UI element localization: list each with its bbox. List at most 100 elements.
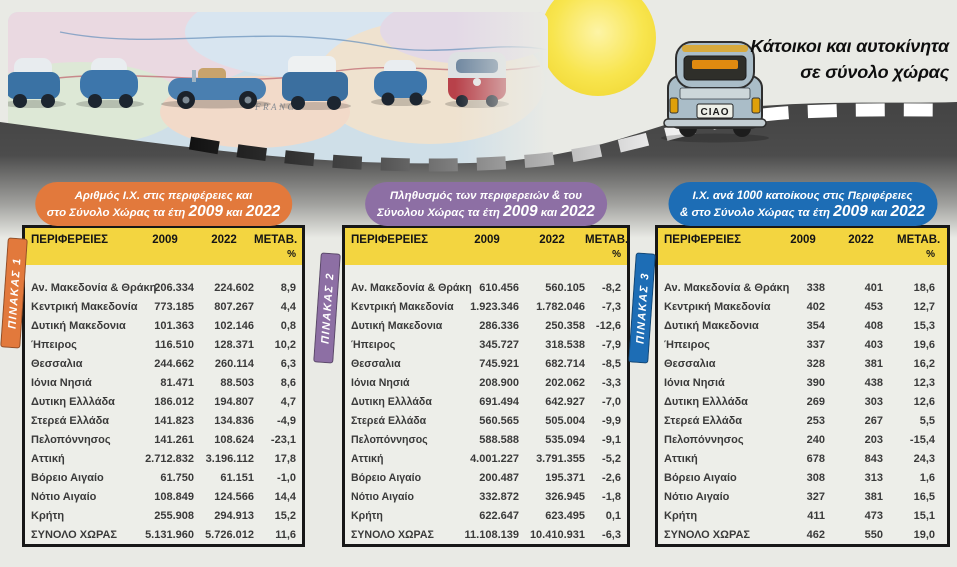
region-cell: Νότιο Αιγαίο (664, 490, 730, 503)
table-row: Νότιο Αιγαίο 332.872 326.945 -1,8 (351, 487, 621, 506)
table-row: Θεσσαλια 328 381 16,2 (664, 354, 941, 373)
region-cell: Θεσσαλια (31, 357, 83, 370)
side-tab-table-1: ΠΙΝΑΚΑΣ 1 (0, 237, 28, 349)
table-3: ΠΙΝΑΚΑΣ 3 Ι.Χ. ανά 1000 κατοίκους στις Π… (628, 182, 950, 547)
toy-roadster-icon (161, 68, 271, 109)
change-cell: 15,1 (913, 509, 935, 522)
change-cell: -7,9 (602, 338, 621, 351)
region-cell: Ιόνια Νησιά (351, 376, 410, 389)
change-cell: -9,9 (602, 414, 621, 427)
page-title: Κάτοικοι και αυτοκίνητα σε σύνολο χώρας (750, 33, 949, 85)
value-2009-cell: 208.900 (479, 376, 519, 389)
column-header-region: ΠΕΡΙΦΕΡΕΙΕΣ (31, 234, 109, 246)
region-cell: Αττική (351, 452, 384, 465)
region-cell: ΣΥΝΟΛΟ ΧΩΡΑΣ (31, 528, 118, 541)
table-row: Δυτική Μακεδονια 354 408 15,3 (664, 316, 941, 335)
value-2009-cell: 186.012 (154, 395, 194, 408)
value-2022-cell: 5.726.012 (205, 528, 254, 541)
title-year: 2009 (188, 203, 223, 220)
value-2022-cell: 303 (864, 395, 883, 408)
value-2022-cell: 623.495 (545, 509, 585, 522)
table-row: Πελοπόννησος 588.588 535.094 -9,1 (351, 430, 621, 449)
value-2022-cell: 642.927 (545, 395, 585, 408)
toy-car-icon (76, 58, 144, 108)
value-2009-cell: 81.471 (160, 376, 194, 389)
change-cell: 19,0 (913, 528, 935, 541)
value-2009-cell: 253 (806, 414, 825, 427)
region-cell: Κρήτη (31, 509, 65, 522)
table-row: Κρήτη 622.647 623.495 0,1 (351, 506, 621, 525)
value-2009-cell: 108.849 (154, 490, 194, 503)
region-cell: Κρήτη (664, 509, 698, 522)
title-year: 2022 (890, 203, 926, 220)
change-cell: -5,2 (602, 452, 621, 465)
table-row: Δυτικη Ελλλάδα 186.012 194.807 4,7 (31, 392, 296, 411)
column-header-region: ΠΕΡΙΦΕΡΕΙΕΣ (351, 234, 429, 246)
value-2009-cell: 11.108.139 (464, 528, 519, 541)
column-header-2009: 2009 (474, 234, 500, 246)
value-2009-cell: 200.487 (479, 471, 519, 484)
value-2022-cell: 535.094 (545, 433, 585, 446)
value-2022-cell: 401 (864, 281, 883, 294)
region-cell: Δυτική Μακεδονια (351, 319, 443, 332)
value-2022-cell: 224.602 (214, 281, 254, 294)
value-2009-cell: 354 (806, 319, 825, 332)
page-title-line2: σε σύνολο χώρας (800, 62, 949, 82)
value-2022-cell: 473 (864, 509, 883, 522)
region-cell: Πελοπόννησος (351, 433, 428, 446)
value-2009-cell: 240 (806, 433, 825, 446)
toy-car-icon (371, 60, 431, 106)
region-cell: Ήπειρος (31, 338, 77, 351)
change-cell: 17,8 (274, 452, 296, 465)
table-row: Κρήτη 255.908 294.913 15,2 (31, 506, 296, 525)
region-cell: Νότιο Αιγαίο (31, 490, 97, 503)
value-2009-cell: 610.456 (479, 281, 519, 294)
table-row: ΣΥΝΟΛΟ ΧΩΡΑΣ 11.108.139 10.410.931 -6,3 (351, 525, 621, 544)
value-2009-cell: 338 (806, 281, 825, 294)
value-2009-cell: 345.727 (479, 338, 519, 351)
change-cell: 12,3 (913, 376, 935, 389)
region-cell: Ήπειρος (664, 338, 710, 351)
column-header-2022: 2022 (539, 234, 565, 246)
percent-unit: % (926, 249, 935, 260)
table-row: Κεντρική Μακεδονία 402 453 12,7 (664, 297, 941, 316)
sun-icon (540, 0, 656, 96)
value-2009-cell: 327 (806, 490, 825, 503)
value-2022-cell: 124.566 (214, 490, 254, 503)
table-row: Δυτικη Ελλλάδα 691.494 642.927 -7,0 (351, 392, 621, 411)
value-2022-cell: 294.913 (214, 509, 254, 522)
value-2009-cell: 61.750 (160, 471, 194, 484)
value-2009-cell: 588.588 (479, 433, 519, 446)
region-cell: Θεσσαλια (664, 357, 716, 370)
region-cell: Πελοπόννησος (31, 433, 111, 446)
region-cell: Δυτικη Ελλλάδα (664, 395, 748, 408)
change-cell: 18,6 (913, 281, 935, 294)
toy-van-icon (279, 56, 351, 110)
value-2009-cell: 269 (806, 395, 825, 408)
value-2022-cell: 453 (864, 300, 883, 313)
table-row: Ήπειρος 345.727 318.538 -7,9 (351, 335, 621, 354)
table-row: Ιόνια Νησιά 208.900 202.062 -3,3 (351, 373, 621, 392)
table-title-line1: Αριθμός Ι.Χ. στις περιφέρειες και (74, 190, 253, 202)
value-2022-cell: 326.945 (545, 490, 585, 503)
table-row: Στερεά Ελλάδα 560.565 505.004 -9,9 (351, 411, 621, 430)
change-cell: 6,3 (280, 357, 296, 370)
change-cell: -7,3 (602, 300, 621, 313)
table-row: Δυτικη Ελλλάδα 269 303 12,6 (664, 392, 941, 411)
value-2022-cell: 381 (864, 357, 883, 370)
region-cell: Αν. Μακεδονία & Θράκη (31, 281, 157, 294)
value-2022-cell: 250.358 (545, 319, 585, 332)
map-photo: FRANCE (8, 12, 548, 165)
value-2009-cell: 101.363 (154, 319, 194, 332)
change-cell: 0,1 (605, 509, 621, 522)
table-title-pill: Ι.Χ. ανά 1000 κατοίκους στις Περιφέρειες… (667, 182, 938, 226)
table-row: Κεντρική Μακεδονία 1.923.346 1.782.046 -7,3 (351, 297, 621, 316)
side-tab-table-3: ΠΙΝΑΚΑΣ 3 (628, 252, 656, 364)
percent-unit: % (287, 249, 296, 260)
region-cell: Δυτική Μακεδονια (664, 319, 759, 332)
side-tab-table-2: ΠΙΝΑΚΑΣ 2 (313, 252, 341, 364)
change-cell: 8,6 (280, 376, 296, 389)
table-row: Αν. Μακεδονία & Θράκη 206.334 224.602 8,9 (31, 278, 296, 297)
value-2009-cell: 332.872 (479, 490, 519, 503)
change-cell: 4,4 (280, 300, 296, 313)
